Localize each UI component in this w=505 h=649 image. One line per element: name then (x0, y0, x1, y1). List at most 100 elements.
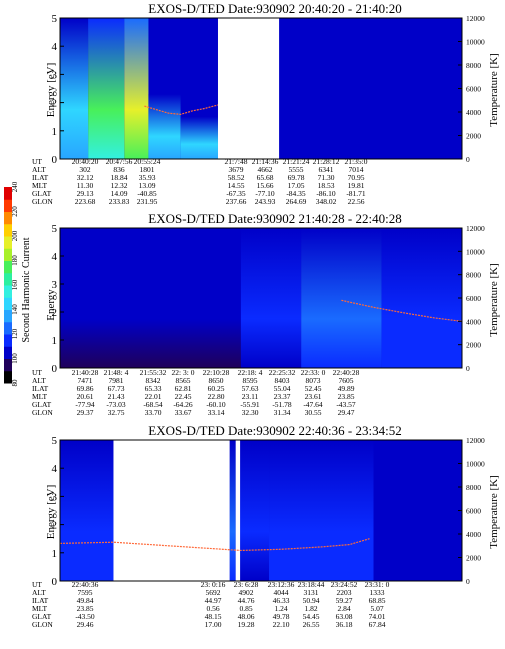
table-cell: -43.57 (336, 400, 356, 409)
table-row-label: ALT (32, 588, 46, 597)
table-cell: -77.94 (75, 400, 95, 409)
table-cell: -60.10 (206, 400, 226, 409)
table-row-label: ILAT (32, 384, 49, 393)
colorbar-swatch (4, 199, 12, 212)
y2-tick-label: 12000 (466, 224, 485, 233)
table-cell: 32.75 (108, 408, 125, 417)
table-cell: 33.14 (208, 408, 225, 417)
temperature-trace (341, 299, 463, 322)
colorbar-tick-label: 140 (11, 304, 19, 315)
y2-tick-label: 10000 (466, 38, 485, 47)
table-cell: 0.85 (239, 604, 252, 613)
table-cell: 49.84 (77, 596, 94, 605)
y2-tick-label: 8000 (466, 61, 481, 70)
table-cell: 22:10:28 (203, 368, 230, 377)
table-cell: 7014 (349, 165, 364, 174)
table-cell: 67.73 (108, 384, 125, 393)
table-cell: 23.37 (274, 392, 291, 401)
spectrogram-cell (229, 440, 236, 581)
table-cell: 6341 (319, 165, 334, 174)
table-cell: -68.54 (143, 400, 163, 409)
table-cell: 22.01 (145, 392, 162, 401)
y-tick-label: 2 (52, 520, 58, 532)
table-row-label: ALT (32, 376, 46, 385)
y-tick-label: 5 (52, 13, 58, 25)
table-cell: 3679 (229, 165, 244, 174)
table-cell: -67.35 (226, 189, 246, 198)
table-cell: 33.70 (145, 408, 162, 417)
table-cell: 23.85 (77, 604, 94, 613)
table-row-label: UT (32, 368, 42, 377)
temperature-trace (144, 104, 219, 115)
colorbar-tick-label: 120 (11, 328, 19, 339)
spectrogram-cell (148, 94, 181, 159)
panel-3-y2label: Temperature [K] (488, 475, 500, 548)
data-gap (113, 440, 230, 581)
table-row-label: GLAT (32, 612, 52, 621)
table-cell: 1801 (140, 165, 155, 174)
table-cell: 22: 3: 0 (172, 368, 195, 377)
panel-1-y2label: Temperature [K] (488, 53, 500, 126)
y-tick-label: 0 (52, 154, 58, 166)
y2-tick-label: 4000 (466, 317, 481, 326)
table-cell: 55.04 (274, 384, 291, 393)
table-cell: 69.78 (288, 173, 305, 182)
panel-2-ylabel: Energy (45, 289, 57, 321)
table-cell: 5692 (206, 588, 221, 597)
table-cell: 71.30 (318, 173, 335, 182)
table-cell: 15.66 (257, 181, 274, 190)
table-row-label: UT (32, 580, 42, 589)
table-cell: 3131 (304, 588, 319, 597)
spectrogram-cell (269, 440, 374, 581)
table-cell: 21:21:24 (283, 157, 310, 166)
table-cell: 22.56 (348, 197, 365, 206)
table-cell: 5555 (289, 165, 304, 174)
table-cell: 4902 (239, 588, 254, 597)
table-cell: 223.68 (75, 197, 96, 206)
table-cell: 21:14:36 (252, 157, 279, 166)
table-cell: 32.30 (242, 408, 259, 417)
table-cell: 63.08 (336, 612, 353, 621)
y2-tick-label: 0 (466, 155, 470, 164)
table-cell: -73.03 (106, 400, 126, 409)
colorbar-swatch (4, 297, 12, 310)
y2-tick-label: 0 (466, 577, 470, 586)
y2-tick-label: 10000 (466, 247, 485, 256)
y-tick-label: 4 (52, 251, 58, 263)
colorbar-tick-label: 160 (11, 279, 19, 290)
panel-2-title: EXOS-D/TED Date:930902 21:40:28 - 22:40:… (148, 211, 401, 226)
table-cell: 69.86 (77, 384, 94, 393)
y2-tick-label: 0 (466, 364, 470, 373)
spectrogram-cell (60, 440, 114, 581)
y-tick-label: 4 (52, 41, 58, 53)
table-cell: 68.85 (369, 596, 386, 605)
y2-tick-label: 4000 (466, 108, 481, 117)
table-cell: 1.82 (304, 604, 317, 613)
temperature-trace (59, 538, 370, 552)
table-cell: 29.46 (77, 620, 94, 629)
y-tick-label: 3 (52, 279, 58, 291)
y2-tick-label: 8000 (466, 483, 481, 492)
y-tick-label: 3 (52, 69, 58, 81)
y2-tick-label: 2000 (466, 132, 481, 141)
colorbar-swatch (4, 358, 12, 372)
table-cell: 17.05 (288, 181, 305, 190)
table-cell: 48.06 (238, 612, 255, 621)
table-cell: -47.64 (303, 400, 323, 409)
table-cell: 58.52 (228, 173, 245, 182)
colorbar-swatch (4, 334, 12, 347)
spectrogram-cell (88, 18, 125, 159)
table-cell: 23.85 (338, 392, 355, 401)
table-cell: 29.47 (338, 408, 355, 417)
table-cell: 49.78 (273, 612, 290, 621)
table-cell: 52.45 (305, 384, 322, 393)
spectrogram-cell (381, 228, 462, 368)
table-cell: -81.71 (346, 189, 366, 198)
table-cell: 264.69 (286, 197, 307, 206)
y-tick-label: 5 (52, 435, 58, 447)
colorbar-label: Second Harmonic Current (21, 237, 32, 342)
table-cell: 22.80 (208, 392, 225, 401)
panel-1-title: EXOS-D/TED Date:930902 20:40:20 - 21:40:… (148, 1, 401, 16)
table-row-label: MLT (32, 604, 48, 613)
table-row-label: ILAT (32, 173, 49, 182)
